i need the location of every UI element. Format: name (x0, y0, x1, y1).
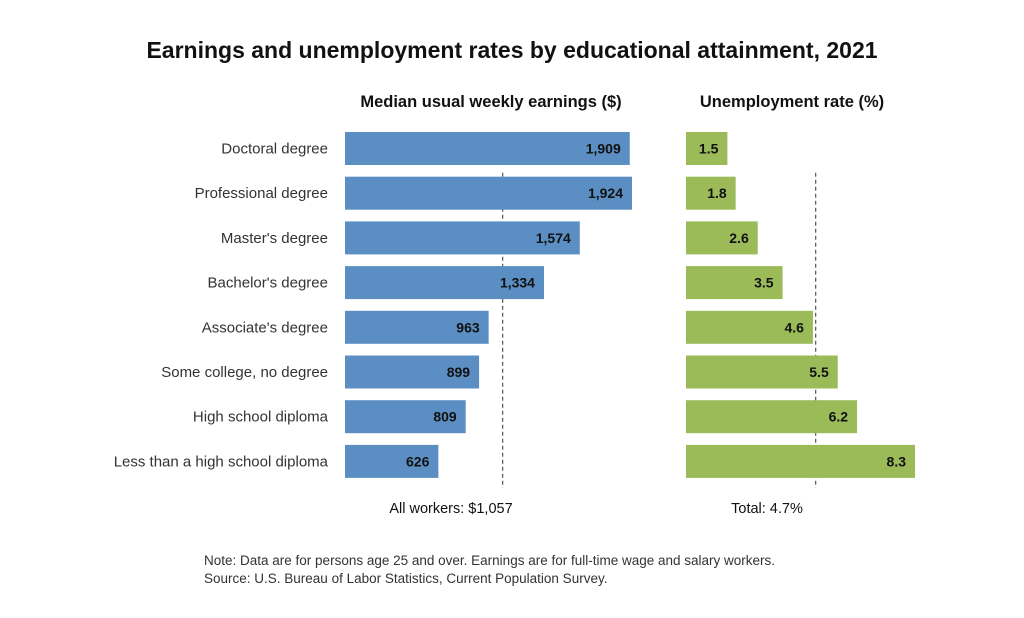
unemployment-panel-title: Unemployment rate (%) (700, 93, 884, 111)
unemployment-value-label: 8.3 (887, 453, 907, 469)
earnings-value-label: 899 (447, 364, 471, 380)
unemployment-value-label: 1.5 (699, 141, 719, 157)
earnings-value-label: 626 (406, 453, 430, 469)
chart-source: Source: U.S. Bureau of Labor Statistics,… (204, 571, 607, 586)
chart-title: Earnings and unemployment rates by educa… (146, 37, 877, 63)
earnings-bar (345, 310, 489, 344)
unemployment-bar (686, 444, 915, 478)
earnings-bar (345, 266, 544, 300)
category-label: Professional degree (195, 185, 328, 202)
earnings-value-label: 809 (433, 409, 457, 425)
unemployment-value-label: 1.8 (707, 185, 727, 201)
unemployment-bar (686, 132, 728, 165)
category-label: Less than a high school diploma (114, 453, 329, 470)
unemployment-bar (686, 221, 758, 255)
unemployment-value-label: 2.6 (729, 230, 749, 246)
category-label: Some college, no degree (161, 364, 328, 381)
category-label: Associate's degree (202, 319, 328, 336)
unemployment-value-label: 5.5 (809, 364, 829, 380)
category-labels: Doctoral degree Professional degree Master… (114, 141, 329, 471)
chart-note: Note: Data are for persons age 25 and ov… (204, 553, 775, 568)
earnings-bar (345, 132, 630, 165)
earnings-bar (345, 400, 466, 434)
earnings-bars: 1,909 1,924 1,574 1,334 963 899 809 626 (345, 132, 632, 488)
earnings-value-label: 1,909 (586, 141, 621, 157)
category-label: Doctoral degree (221, 141, 328, 158)
category-label: Master's degree (221, 230, 328, 247)
earnings-panel-title: Median usual weekly earnings ($) (360, 93, 621, 111)
earnings-value-label: 1,574 (536, 230, 571, 246)
unemployment-value-label: 4.6 (784, 319, 804, 335)
earnings-reference-label: All workers: $1,057 (389, 501, 512, 517)
unemployment-bar (686, 400, 858, 434)
unemployment-value-label: 3.5 (754, 275, 774, 291)
unemployment-bars: 1.5 1.8 2.6 3.5 4.6 5.5 6.2 8.3 (686, 132, 915, 488)
unemployment-reference-label: Total: 4.7% (731, 501, 803, 517)
earnings-bar (345, 176, 632, 210)
earnings-value-label: 1,334 (500, 275, 535, 291)
unemployment-bar (686, 310, 813, 344)
unemployment-bar (686, 176, 736, 210)
earnings-value-label: 1,924 (588, 185, 623, 201)
earnings-bar (345, 444, 439, 478)
earnings-bar (345, 355, 480, 389)
unemployment-value-label: 6.2 (829, 409, 849, 425)
earnings-value-label: 963 (456, 319, 480, 335)
earnings-bar (345, 221, 580, 255)
unemployment-bar (686, 266, 783, 300)
category-label: Bachelor's degree (208, 275, 328, 292)
unemployment-bar (686, 355, 838, 389)
category-label: High school diploma (193, 409, 329, 426)
